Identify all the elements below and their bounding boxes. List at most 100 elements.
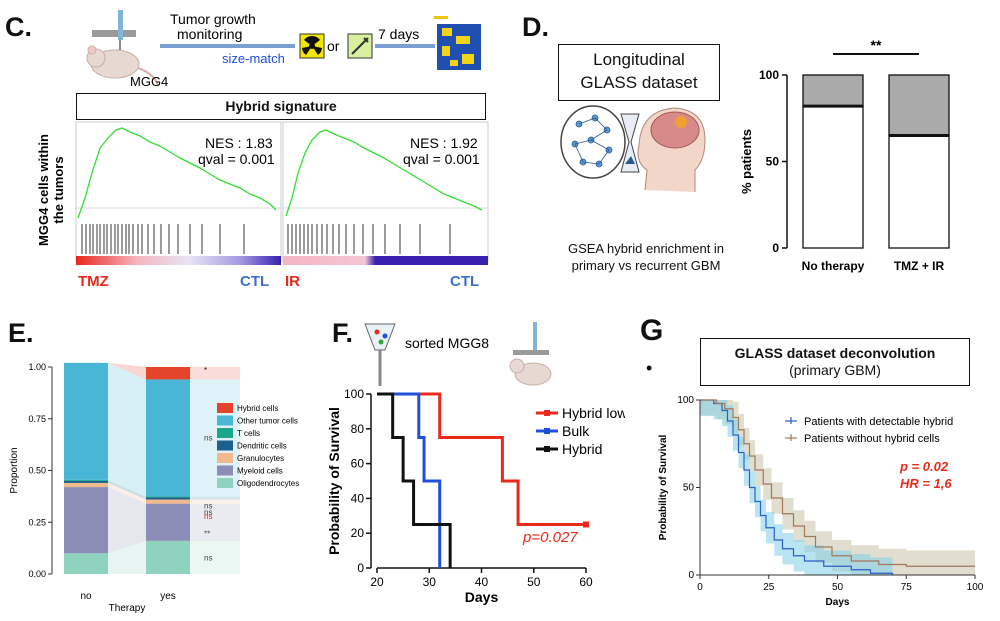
ir-label: IR	[285, 273, 300, 290]
f-ytick-label: 40	[351, 491, 365, 505]
d-xtick-label: TMZ + IR	[894, 259, 945, 273]
e-legend-label: Granulocytes	[237, 454, 284, 463]
qval-left: qval = 0.001	[198, 151, 275, 167]
e-legend-label: Dendritic cells	[237, 442, 287, 451]
chart-e: no yes 0.00 0.25 0.50 0.75 1.00 Proportion Thera…	[9, 362, 299, 614]
f-curve-hybrid-low	[377, 392, 586, 526]
e-tail-myeloid-cells	[190, 503, 240, 541]
f-xtick-label: 40	[475, 575, 489, 589]
g-xtick-label: 100	[967, 582, 984, 593]
caption-line2: primary vs recurrent GBM	[571, 258, 721, 273]
e-sig-label: **	[204, 530, 210, 539]
deconv-box-subtitle: (primary GBM)	[789, 362, 881, 378]
e-sig-label: ns	[204, 553, 212, 562]
f-ytick-label: 20	[351, 526, 365, 540]
g-legend-label: Patients with detectable hybrid	[804, 416, 953, 428]
e-ylabel: Proportion	[9, 447, 20, 493]
e-legend-label: Myeloid cells	[237, 467, 283, 476]
nes-left: NES : 1.83	[205, 135, 273, 151]
panel-c-label: C.	[5, 12, 32, 42]
d-ytick-label: 100	[759, 68, 779, 82]
g-ytick-label: 100	[677, 395, 694, 406]
g-ylabel: Probability of Survival	[658, 434, 669, 540]
chart-d: 0 50 100 % patients No therapy TMZ + IR **	[739, 37, 950, 273]
gsea-ylabel-2: the tumors	[51, 156, 66, 223]
e-bar-oligodendrocytes	[146, 540, 190, 574]
panel-e-label: E.	[8, 318, 34, 348]
f-legend-label: Hybrid low	[562, 405, 625, 421]
size-match-label: size-match	[222, 51, 285, 66]
nes-right: NES : 1.92	[410, 135, 478, 151]
deconv-box-title: GLASS dataset deconvolution	[734, 345, 936, 361]
sorted-label: sorted MGG8	[405, 335, 489, 351]
glass-dataset-box: Longitudinal GLASS dataset	[558, 44, 720, 101]
e-bar-other-tumor-cells	[146, 379, 190, 497]
e-bar-hybrid-cells	[146, 367, 190, 380]
e-flow-t-cells	[108, 479, 146, 498]
g-xtick-label: 0	[697, 582, 703, 593]
panel-d-label: D.	[522, 12, 549, 42]
e-legend-swatch	[217, 453, 233, 463]
gsea-panel: MGG4 cells within the tumors	[36, 121, 489, 290]
es-curve-left	[77, 127, 277, 219]
hit-ticks-left	[81, 224, 245, 254]
bullet: •	[646, 358, 653, 378]
panel-c-schematic: MGG4 Tumor growth monitoring size-match …	[86, 10, 481, 89]
e-sig-label: ns	[204, 433, 212, 442]
f-legend-marker	[544, 446, 550, 452]
f-xtick-label: 30	[423, 575, 437, 589]
e-flow-myeloid-cells	[108, 487, 146, 554]
f-ytick-label: 80	[351, 422, 365, 436]
e-flow-other-tumor-cells	[108, 362, 146, 497]
f-xtick-label: 60	[579, 575, 593, 589]
e-xlabel: Therapy	[109, 603, 146, 614]
e-legend-swatch	[217, 465, 233, 476]
e-legend-swatch	[217, 415, 233, 426]
d-ytick-label: 0	[772, 241, 779, 255]
e-xtick-label: yes	[160, 591, 176, 602]
e-flow-granulocytes	[108, 482, 146, 504]
g-xtick-label: 75	[901, 582, 913, 593]
g-pvalue: p = 0.02	[899, 459, 949, 474]
or-label: or	[327, 38, 340, 54]
g-ytick-label: 50	[683, 483, 695, 494]
head-icon	[637, 107, 706, 192]
e-bar-myeloid-cells	[146, 503, 190, 541]
d-bar-lower	[802, 105, 864, 249]
gsea-ylabel-1: MGG4 cells within	[36, 134, 51, 246]
e-xtick-label: no	[80, 591, 92, 602]
e-ytick-label: 1.00	[28, 362, 46, 372]
f-ylabel: Probability of Survival	[326, 407, 342, 555]
e-sig-label: ns	[204, 502, 212, 511]
e-bar-t-cells	[64, 479, 108, 481]
e-tail-granulocytes	[190, 499, 240, 504]
e-legend-label: Hybrid cells	[237, 404, 278, 413]
e-ytick-label: 0.75	[28, 414, 46, 424]
hourglass-icon	[620, 113, 640, 173]
f-legend-marker	[544, 428, 550, 434]
f-xtick-label: 20	[370, 575, 384, 589]
f-ytick-label: 0	[357, 561, 364, 575]
qval-right: qval = 0.001	[403, 151, 480, 167]
rank-gradient-right	[283, 256, 488, 265]
f-censor-marker	[583, 521, 589, 528]
d-ylabel: % patients	[739, 129, 754, 194]
days-label: 7 days	[378, 26, 419, 42]
caption-line1: GSEA hybrid enrichment in	[567, 241, 725, 256]
e-legend-swatch	[217, 403, 233, 413]
d-bar-upper	[888, 74, 950, 137]
e-bar-oligodendrocytes	[64, 553, 108, 574]
tmz-label: TMZ	[78, 273, 109, 290]
d-bar-lower	[888, 134, 950, 249]
e-ytick-label: 0.50	[28, 466, 46, 476]
step1-label: Tumor growth	[170, 11, 256, 27]
glass-box-line1: Longitudinal	[593, 50, 685, 69]
g-curve-patients-without-hybrid-cells	[700, 399, 975, 567]
g-hazard-ratio: HR = 1,6	[900, 476, 952, 491]
glass-box-line2: GLASS dataset	[580, 73, 698, 92]
f-xtick-label: 50	[527, 575, 541, 589]
g-xtick-label: 50	[832, 582, 844, 593]
e-legend-swatch	[217, 428, 233, 438]
e-tail-dendritic-cells	[190, 497, 240, 500]
